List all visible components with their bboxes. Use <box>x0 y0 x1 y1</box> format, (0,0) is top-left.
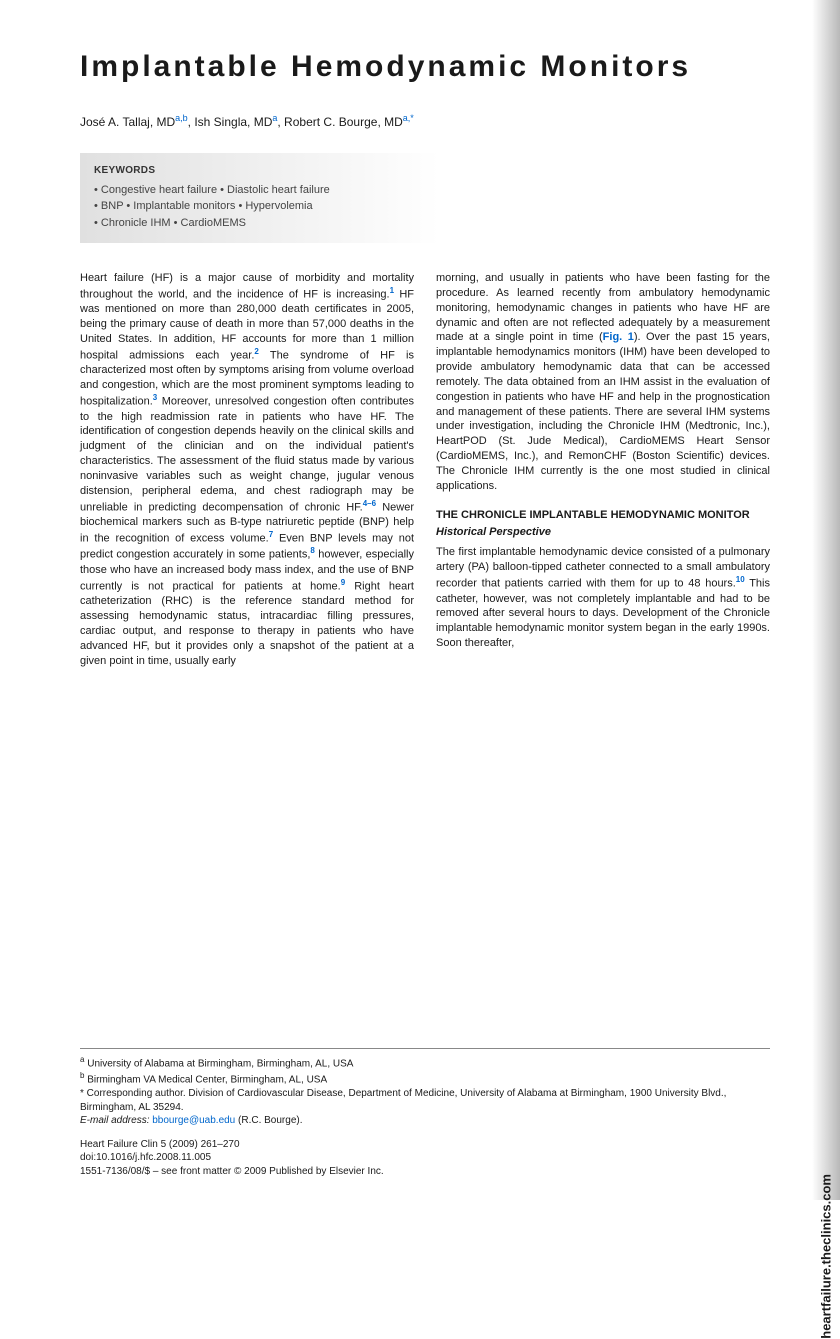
email-suffix: (R.C. Bourge). <box>235 1115 302 1126</box>
para-1d: Moreover, unresolved congestion often co… <box>80 396 414 514</box>
column-left: Heart failure (HF) is a major cause of m… <box>80 271 414 669</box>
corresponding-author: * Corresponding author. Division of Card… <box>80 1087 770 1114</box>
para-1a: Heart failure (HF) is a major cause of m… <box>80 272 414 301</box>
section-heading: THE CHRONICLE IMPLANTABLE HEMODYNAMIC MO… <box>436 508 770 523</box>
copyright-line: 1551-7136/08/$ – see front matter © 2009… <box>80 1165 770 1179</box>
para-1h: Right heart catheterization (RHC) is the… <box>80 580 414 666</box>
page-container: Implantable Hemodynamic Monitors José A.… <box>0 0 840 1200</box>
author-3-affil: a,* <box>403 113 414 123</box>
journal-citation: Heart Failure Clin 5 (2009) 261–270 <box>80 1138 770 1152</box>
email-label: E-mail address: <box>80 1115 149 1126</box>
keywords-box: KEYWORDS • Congestive heart failure • Di… <box>80 153 439 244</box>
author-3: , Robert C. Bourge, MD <box>277 115 402 129</box>
footnotes-block: a University of Alabama at Birmingham, B… <box>80 1048 770 1178</box>
affiliation-a-text: University of Alabama at Birmingham, Bir… <box>87 1059 353 1070</box>
figure-1-ref[interactable]: Fig. 1 <box>603 331 634 343</box>
author-1-affil: a,b <box>175 113 188 123</box>
email-line: E-mail address: bbourge@uab.edu (R.C. Bo… <box>80 1114 770 1128</box>
column-right: morning, and usually in patients who hav… <box>436 271 770 669</box>
doi-line: doi:10.1016/j.hfc.2008.11.005 <box>80 1151 770 1165</box>
article-title: Implantable Hemodynamic Monitors <box>80 50 770 85</box>
affiliation-a: a University of Alabama at Birmingham, B… <box>80 1055 770 1071</box>
affiliation-b: b Birmingham VA Medical Center, Birmingh… <box>80 1071 770 1087</box>
email-address[interactable]: bbourge@uab.edu <box>152 1115 235 1126</box>
body-columns: Heart failure (HF) is a major cause of m… <box>80 271 770 669</box>
author-1: José A. Tallaj, MD <box>80 115 175 129</box>
subsection-heading: Historical Perspective <box>436 525 770 540</box>
affiliation-b-text: Birmingham VA Medical Center, Birmingham… <box>87 1075 327 1086</box>
ref-4-6[interactable]: 4–6 <box>363 499 376 508</box>
para-3a: The first implantable hemodynamic device… <box>436 546 770 589</box>
para-2b: ). Over the past 15 years, implantable h… <box>436 331 770 491</box>
author-2: , Ish Singla, MD <box>188 115 273 129</box>
authors-line: José A. Tallaj, MDa,b, Ish Singla, MDa, … <box>80 113 770 129</box>
ref-10[interactable]: 10 <box>736 575 745 584</box>
keywords-label: KEYWORDS <box>94 165 425 176</box>
keywords-list: • Congestive heart failure • Diastolic h… <box>94 182 425 232</box>
